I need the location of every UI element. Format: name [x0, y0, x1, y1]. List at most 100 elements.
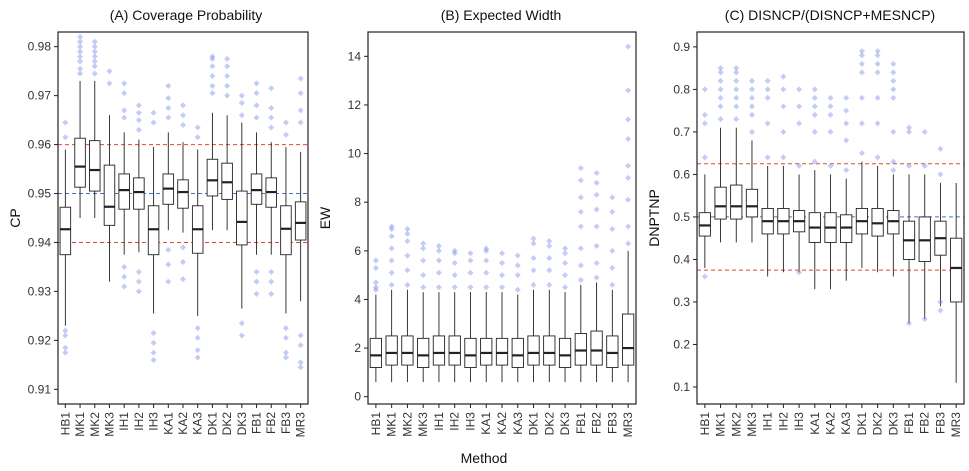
outlier-point: [733, 103, 740, 110]
box-IH2: [777, 73, 790, 273]
outlier-point: [874, 120, 881, 127]
x-tick-label: FB1: [902, 412, 916, 434]
outlier-point: [577, 177, 584, 184]
y-tick-label: 4: [354, 292, 361, 306]
y-tick-label: 0.92: [28, 333, 52, 347]
outlier-point: [180, 122, 186, 128]
outlier-point: [562, 284, 569, 291]
box-DK1: [855, 48, 869, 268]
outlier-point: [625, 135, 632, 142]
box-MK2: [730, 65, 743, 243]
outlier-point: [180, 259, 186, 266]
outlier-point: [609, 194, 616, 201]
outlier-point: [224, 92, 231, 99]
y-tick-label: 0.94: [28, 235, 52, 249]
x-tick-label: IH3: [792, 412, 806, 431]
iqr-box: [133, 177, 145, 210]
outlier-point: [811, 111, 818, 118]
outlier-point: [404, 238, 411, 245]
outlier-point: [106, 80, 113, 87]
outlier-point: [577, 262, 584, 269]
iqr-box: [511, 337, 524, 368]
outlier-point: [420, 257, 427, 264]
iqr-box: [745, 188, 759, 218]
y-axis-label: CP: [7, 208, 23, 227]
outlier-point: [874, 52, 881, 59]
x-tick-label: MK2: [729, 412, 743, 437]
box-KA1: [162, 82, 175, 285]
outlier-point: [62, 349, 69, 356]
outlier-point: [937, 145, 944, 152]
x-tick-label: MK1: [385, 412, 399, 437]
box-DK2: [221, 55, 233, 231]
outlier-point: [91, 63, 98, 70]
outlier-point: [906, 320, 913, 327]
y-tick-label: 6: [354, 244, 361, 258]
outlier-point: [858, 60, 865, 67]
outlier-point: [577, 165, 584, 172]
outlier-point: [388, 245, 395, 252]
outlier-point: [268, 290, 275, 297]
outlier-point: [404, 252, 411, 259]
iqr-box: [590, 330, 603, 366]
y-tick-label: 10: [348, 147, 362, 161]
box-MR3: [950, 182, 963, 383]
outlier-point: [420, 272, 427, 279]
iqr-box: [417, 337, 430, 368]
outlier-point: [467, 250, 474, 257]
box-FB1: [902, 124, 916, 327]
y-tick-label: 0.95: [28, 187, 52, 201]
outlier-point: [194, 124, 201, 131]
outlier-point: [827, 103, 834, 110]
outlier-point: [62, 119, 69, 126]
x-tick-label: FB3: [933, 412, 947, 434]
outlier-point: [435, 284, 442, 291]
outlier-point: [388, 281, 395, 288]
x-tick-label: FB3: [605, 412, 619, 434]
box-FB1: [574, 165, 587, 383]
box-KA1: [808, 86, 821, 290]
outlier-point: [388, 223, 395, 230]
outlier-point: [593, 191, 600, 198]
outlier-point: [180, 244, 186, 251]
outlier-point: [609, 264, 616, 271]
x-tick-label: IH3: [147, 412, 161, 431]
x-tick-label: DK2: [871, 412, 885, 436]
outlier-point: [372, 264, 379, 271]
box-KA2: [177, 102, 189, 283]
x-tick-label: IH3: [463, 412, 477, 431]
outlier-point: [224, 63, 231, 70]
outlier-point: [593, 223, 600, 230]
outlier-point: [121, 283, 128, 290]
outlier-point: [937, 298, 944, 305]
y-tick-label: 0.9: [673, 40, 690, 54]
outlier-point: [764, 120, 771, 127]
outlier-point: [514, 272, 521, 279]
outlier-point: [91, 58, 98, 65]
outlier-point: [150, 330, 157, 337]
iqr-box: [401, 335, 414, 366]
iqr-box: [950, 237, 963, 303]
outlier-point: [890, 69, 897, 76]
box-FB2: [918, 128, 931, 322]
outlier-point: [717, 69, 724, 76]
outlier-point: [874, 69, 881, 76]
x-tick-label: IH2: [776, 412, 790, 431]
outlier-point: [890, 158, 897, 165]
outlier-point: [62, 327, 69, 334]
box-MR3: [294, 75, 307, 371]
outlier-point: [499, 250, 505, 257]
box-IH3: [464, 250, 477, 383]
outlier-point: [811, 103, 818, 110]
box-FB3: [934, 145, 947, 314]
outlier-point: [435, 242, 442, 249]
iqr-box: [369, 337, 383, 368]
outlier-point: [562, 259, 569, 266]
outlier-point: [874, 48, 881, 55]
outlier-point: [121, 107, 128, 114]
panel-B: (B) Expected Width EW 0 2 4 6 8 10 12 14 HB1 MK1 MK2…: [317, 7, 637, 437]
outlier-point: [890, 167, 897, 174]
outlier-point: [514, 252, 521, 259]
x-tick-label: DK2: [220, 412, 234, 436]
box-DK1: [206, 53, 219, 231]
